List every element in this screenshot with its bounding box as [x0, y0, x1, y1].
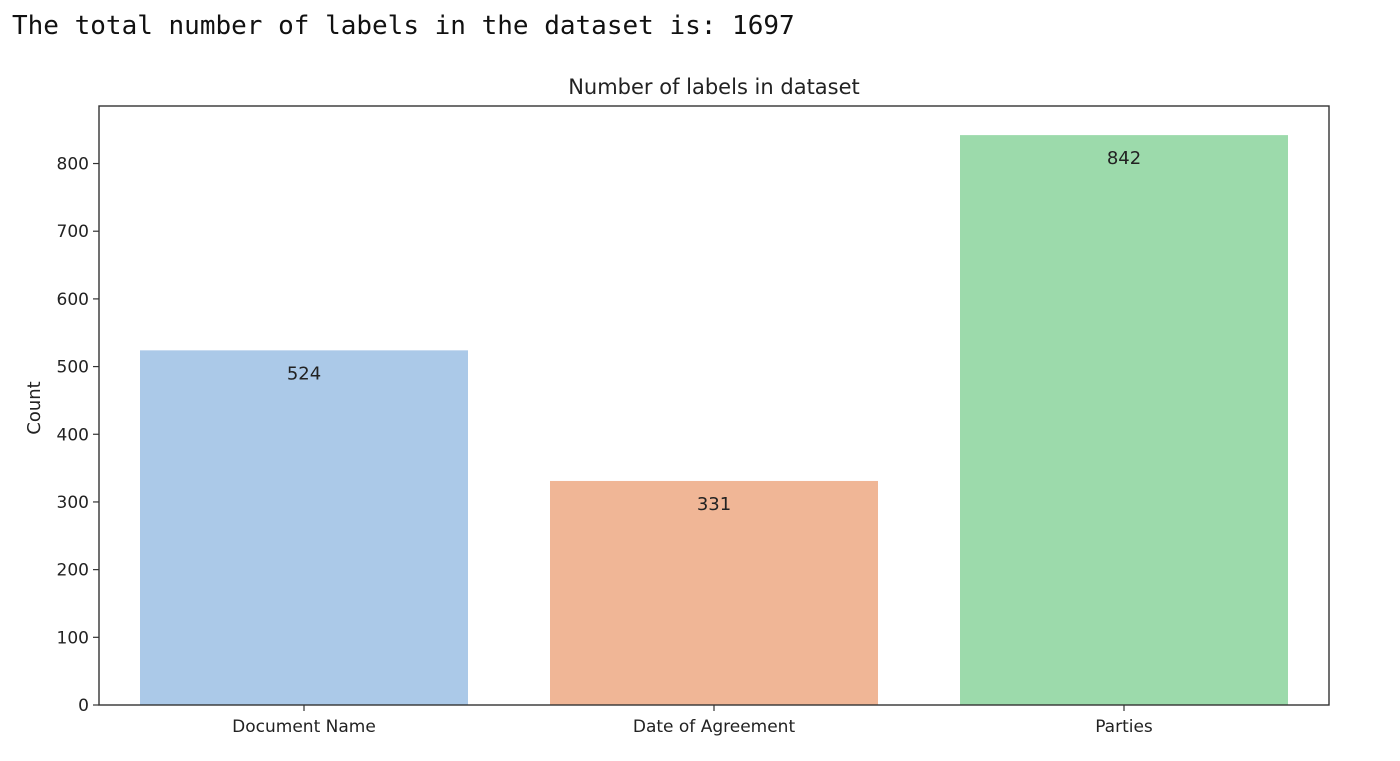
x-tick-label: Parties: [1095, 717, 1153, 737]
x-tick-label: Document Name: [232, 717, 376, 737]
bar: [550, 480, 878, 705]
y-tick-label: 600: [57, 290, 89, 310]
bar-value-label: 331: [697, 494, 731, 515]
y-tick-label: 400: [57, 425, 89, 445]
bar-value-label: 524: [287, 363, 321, 384]
plot-area: 524 Document Name 331 Date of Agreement 842 P…: [57, 105, 1330, 737]
y-tick-label: 300: [57, 493, 89, 513]
bar: [960, 135, 1288, 706]
y-axis-title: Count: [24, 381, 45, 434]
chart-title: Number of labels in dataset: [568, 75, 860, 99]
x-tick-label: Date of Agreement: [633, 717, 796, 737]
bar: [140, 350, 468, 705]
y-tick-label: 0: [78, 696, 89, 716]
y-tick-label: 200: [57, 561, 89, 581]
output-text: The total number of labels in the datase…: [12, 11, 795, 41]
y-tick-label: 500: [57, 358, 89, 378]
y-tick-label: 100: [57, 628, 89, 648]
plot-frame: [98, 105, 1330, 706]
bar-value-label: 842: [1107, 148, 1141, 169]
y-tick-label: 700: [57, 222, 89, 242]
y-tick-label: 800: [57, 155, 89, 175]
